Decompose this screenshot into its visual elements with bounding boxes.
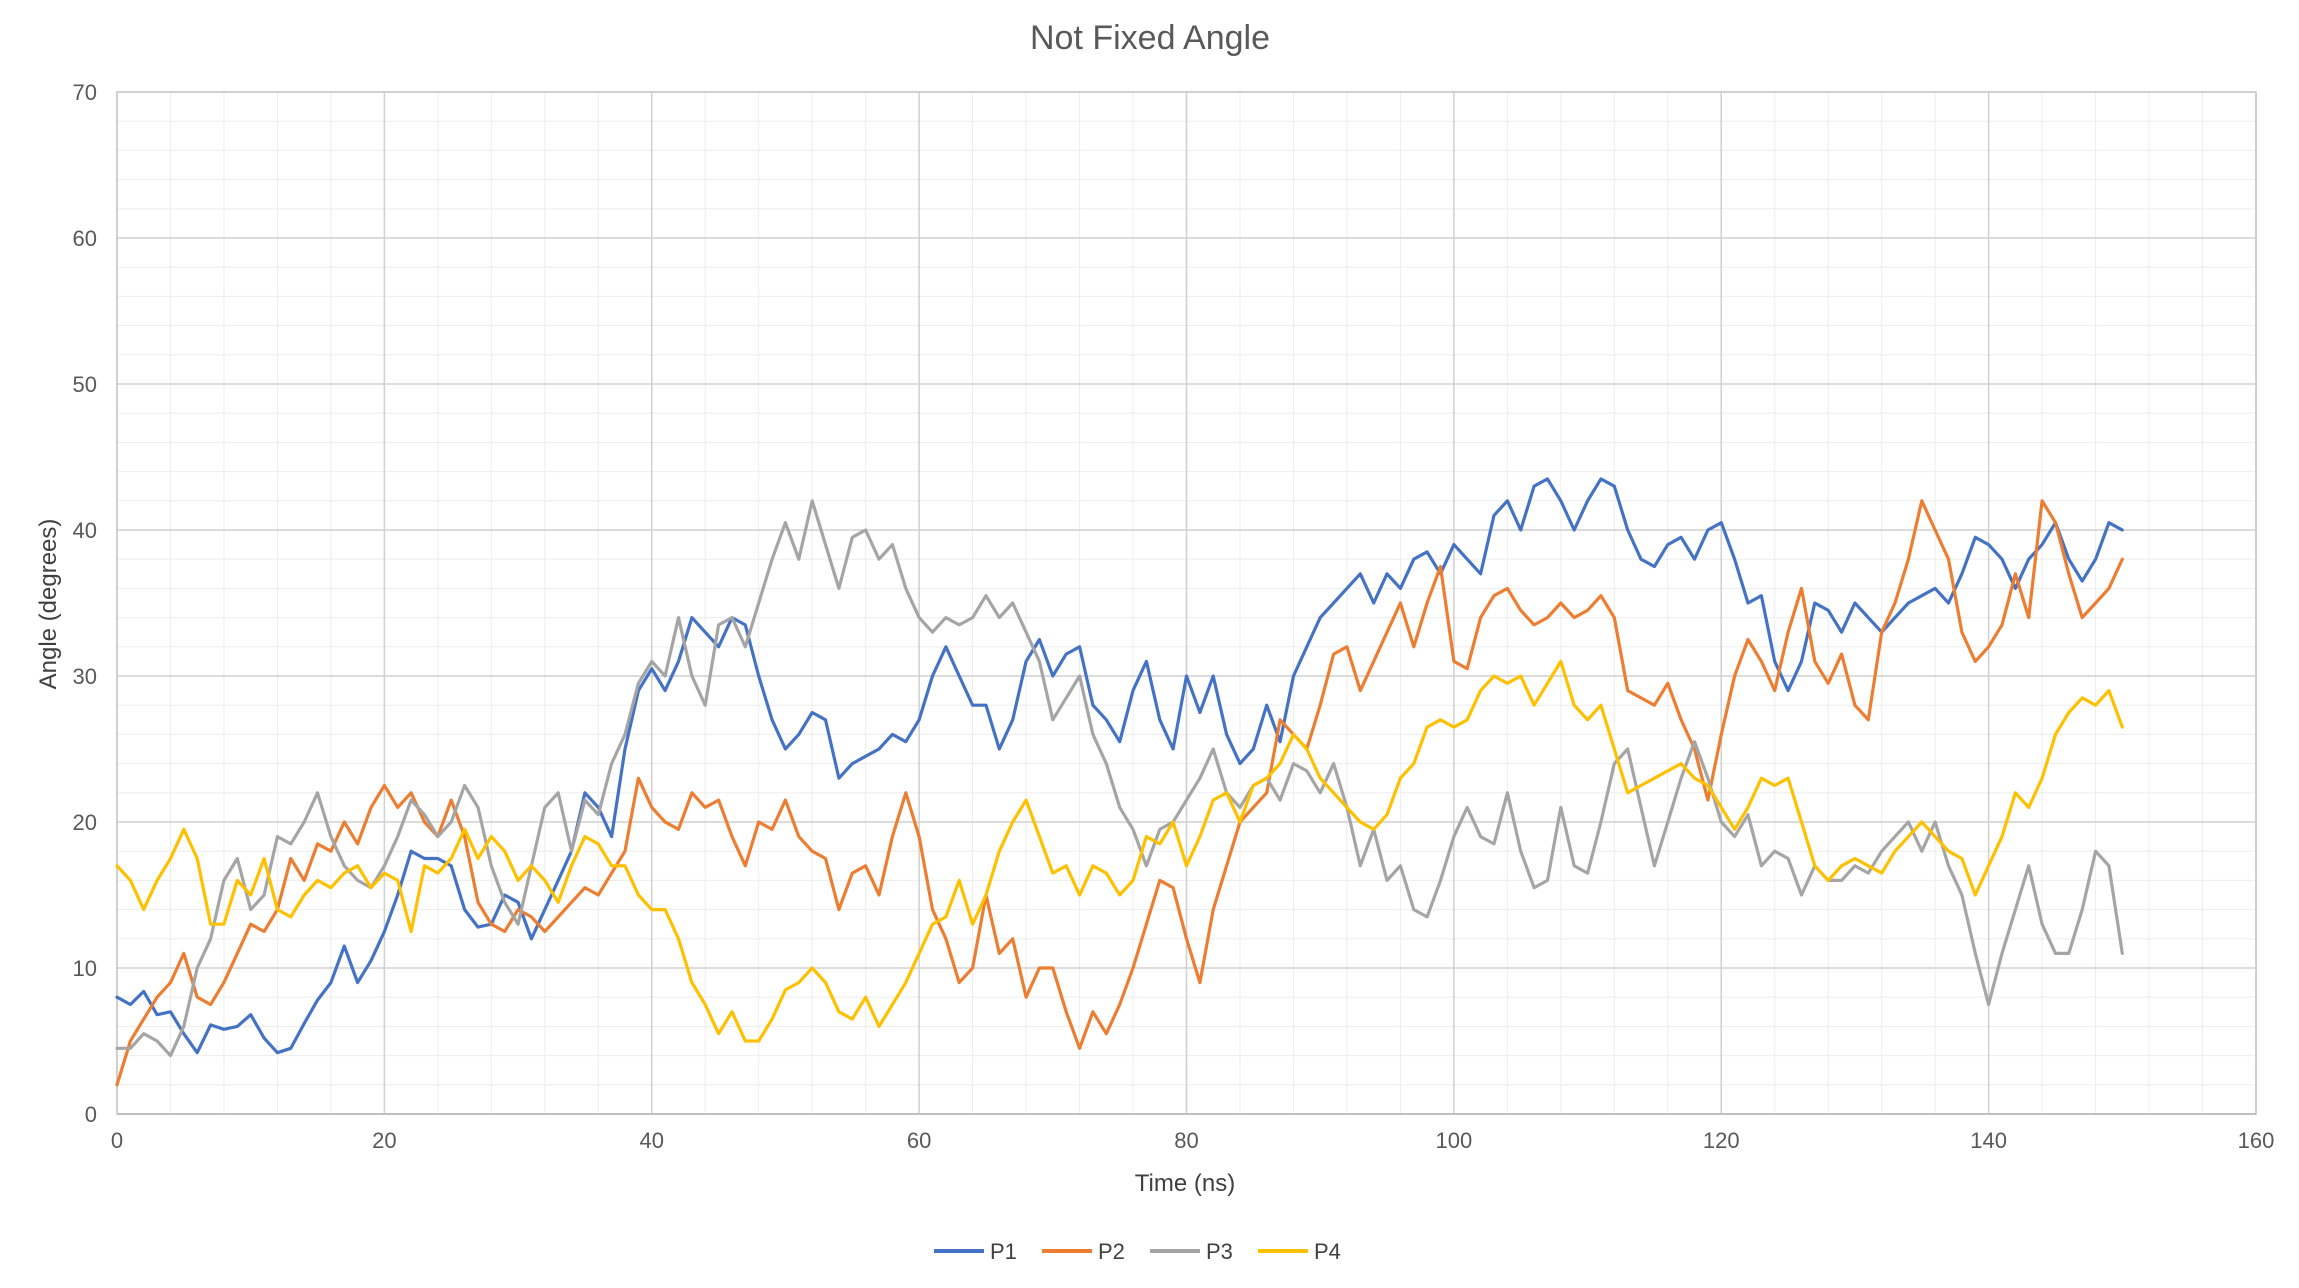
legend-item-p2: P2 [1042,1239,1125,1264]
y-tick-label: 10 [73,956,97,981]
x-tick-label: 80 [1174,1128,1198,1153]
x-tick-label: 0 [111,1128,123,1153]
y-tick-label: 50 [73,372,97,397]
series-layer [115,477,2124,1087]
plot-frame [116,91,2257,1115]
y-tick-label: 60 [73,226,97,251]
legend-item-p1: P1 [934,1239,1017,1264]
x-tick-label: 40 [640,1128,664,1153]
y-tick-label: 30 [73,664,97,689]
x-tick-label: 60 [907,1128,931,1153]
x-tick-label: 100 [1436,1128,1473,1153]
legend-label-p3: P3 [1206,1239,1233,1264]
x-axis-label: Time (ns) [1135,1170,1235,1197]
legend-label-p2: P2 [1098,1239,1125,1264]
series-line-p1 [115,477,2124,1055]
legend: P1 P2 P3 P4 [934,1239,1341,1264]
x-axis-ticks: 0 20 40 60 80 100 120 140 160 [111,1128,2274,1153]
legend-item-p3: P3 [1150,1239,1233,1264]
y-tick-label: 20 [73,810,97,835]
y-tick-label: 70 [73,80,97,105]
x-tick-label: 120 [1703,1128,1740,1153]
legend-label-p1: P1 [990,1239,1017,1264]
chart-title: Not Fixed Angle [1030,19,1270,57]
x-tick-label: 140 [1970,1128,2007,1153]
y-tick-label: 40 [73,518,97,543]
series-line-p3 [115,499,2124,1058]
y-tick-label: 0 [85,1102,97,1127]
series-line-p4 [115,659,2124,1043]
y-axis-label: Angle (degrees) [35,519,62,690]
series-line-p2 [115,499,2124,1087]
legend-label-p4: P4 [1314,1239,1341,1264]
legend-item-p4: P4 [1258,1239,1341,1264]
y-axis-ticks: 0 10 20 30 40 50 60 70 [73,80,97,1127]
x-tick-label: 160 [2238,1128,2275,1153]
x-tick-label: 20 [372,1128,396,1153]
